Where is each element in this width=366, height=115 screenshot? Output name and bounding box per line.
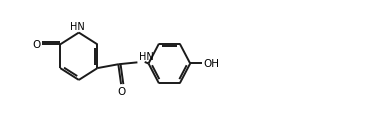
Text: HN: HN [70,22,85,31]
Text: O: O [33,40,41,50]
Text: HN: HN [139,52,154,62]
Text: OH: OH [203,59,219,69]
Text: O: O [117,87,126,97]
